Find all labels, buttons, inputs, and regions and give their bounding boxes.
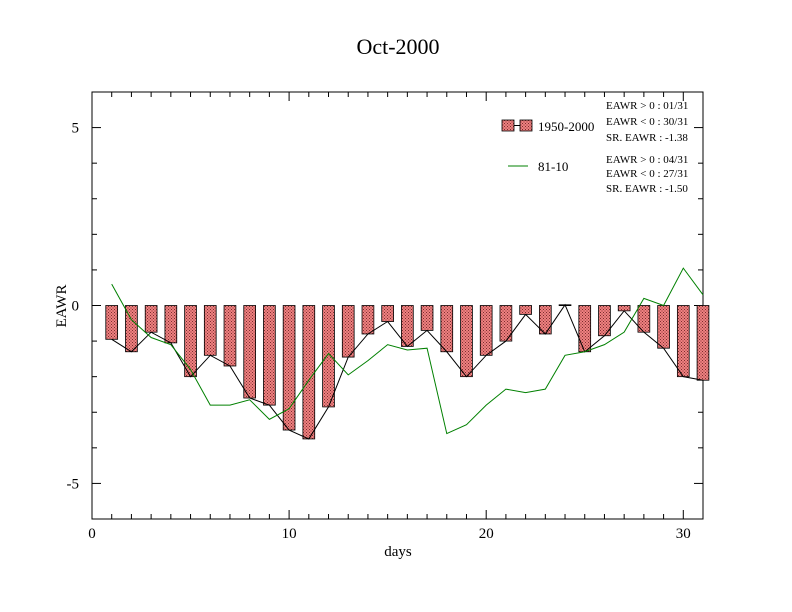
bar [322,305,335,408]
stats-1950-2000-sum: SR. EAWR : -1.38 [606,132,688,144]
x-axis-label: days [384,544,412,560]
y-tick-label: 5 [72,121,80,137]
bar [203,305,217,356]
legend-swatch-bar [519,119,533,132]
x-tick-label: 10 [282,526,297,542]
bar [401,305,414,347]
y-tick-label: 0 [72,299,80,315]
bar [657,305,670,349]
stats-81-10-negative: EAWR < 0 : 27/31 [606,168,688,180]
stats-81-10-sum: SR. EAWR : -1.50 [606,183,688,195]
bar-series-line [111,303,704,440]
bar [578,305,592,353]
bar [263,305,276,406]
line-series-81-10 [111,267,704,435]
bar [617,305,631,312]
bar [460,305,473,378]
bar-series-1950-2000 [105,304,710,440]
legend-label-1950-2000: 1950-2000 [538,119,594,134]
stats-81-10-positive: EAWR > 0 : 04/31 [606,154,688,166]
legend-label-81-10: 81-10 [538,159,568,174]
legend-swatch-bar [501,119,515,132]
legend: 1950-2000 81-10 EAWR > 0 : 01/31 EAWR < … [501,100,688,195]
bar [144,305,158,333]
x-tick-label: 20 [479,526,494,542]
bar [696,305,710,381]
chart-title: Oct-2000 [356,34,439,59]
line-series [111,267,704,440]
x-tick-label: 0 [88,526,96,542]
bar [519,305,532,315]
y-tick-label: -5 [67,476,80,492]
bar [243,305,256,399]
bar [341,305,355,358]
stats-1950-2000-negative: EAWR < 0 : 30/31 [606,116,688,128]
bar [164,305,178,344]
bar [440,305,454,353]
bar [105,305,119,340]
bar [676,305,690,378]
bar [223,305,237,367]
bar [479,305,493,356]
x-axis: 0 10 20 30 [88,92,704,542]
bar [420,305,434,331]
bar [302,305,316,440]
bar [381,305,394,322]
stats-1950-2000-positive: EAWR > 0 : 01/31 [606,100,688,112]
bar [361,305,375,335]
x-tick-label: 30 [676,526,691,542]
y-axis-label: EAWR [54,285,70,328]
bar [184,305,197,378]
